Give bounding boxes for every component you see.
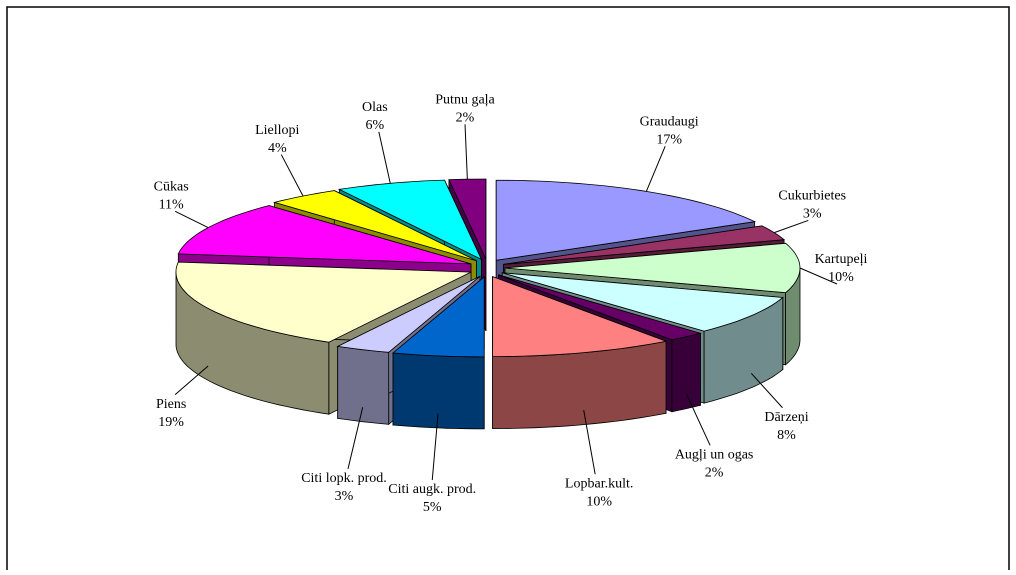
- slice: [492, 276, 668, 358]
- leader-line: [686, 393, 711, 446]
- slice: [495, 179, 757, 261]
- value-label: 2%: [705, 466, 724, 481]
- category-label: Citi augk. prod.: [388, 482, 476, 497]
- category-label: Graudaugi: [640, 115, 699, 130]
- slice-side: [671, 332, 701, 413]
- category-label: Piens: [156, 397, 186, 412]
- leader-line: [280, 154, 304, 197]
- leader-line: [583, 410, 596, 475]
- category-label: Citi lopk. prod.: [301, 471, 387, 486]
- leader-line: [174, 210, 209, 229]
- slice: [498, 274, 702, 341]
- leader-line: [347, 407, 364, 469]
- category-label: Putnu gaļa: [435, 93, 495, 108]
- leader-line: [174, 365, 209, 396]
- value-label: 3%: [335, 489, 354, 504]
- slice: [502, 272, 784, 332]
- value-label: 3%: [803, 207, 822, 222]
- frame: [6, 6, 1010, 575]
- value-label: 19%: [158, 415, 184, 430]
- value-label: 17%: [656, 133, 682, 148]
- value-label: 10%: [586, 494, 612, 509]
- slice: [448, 178, 487, 260]
- value-label: 8%: [777, 428, 796, 443]
- slice: [175, 261, 472, 343]
- slice-side: [337, 345, 390, 425]
- slice: [391, 276, 485, 430]
- category-label: Augļi un ogas: [675, 448, 754, 463]
- leader-line: [464, 124, 468, 180]
- leader-line: [750, 372, 783, 409]
- value-label: 2%: [456, 111, 475, 126]
- category-label: Kartupeļi: [815, 252, 868, 267]
- value-label: 5%: [423, 500, 442, 515]
- slice-side: [392, 352, 485, 430]
- slice: [391, 276, 485, 358]
- value-label: 11%: [159, 198, 184, 213]
- value-label: 4%: [268, 141, 287, 156]
- category-label: Cūkas: [154, 180, 189, 195]
- value-label: 10%: [828, 270, 854, 285]
- category-label: Lopbar.kult.: [565, 476, 633, 491]
- category-label: Dārzeņi: [764, 410, 808, 425]
- leader-line: [645, 146, 666, 192]
- category-label: Liellopi: [255, 123, 299, 138]
- slice: [336, 275, 481, 353]
- leader-line: [431, 413, 439, 481]
- slice: [492, 276, 668, 430]
- category-label: Olas: [362, 100, 388, 115]
- value-label: 6%: [366, 118, 385, 133]
- category-label: Cukurbietes: [778, 189, 846, 204]
- leader-line: [378, 131, 391, 184]
- leader-line: [799, 267, 838, 285]
- leader-line: [774, 219, 809, 234]
